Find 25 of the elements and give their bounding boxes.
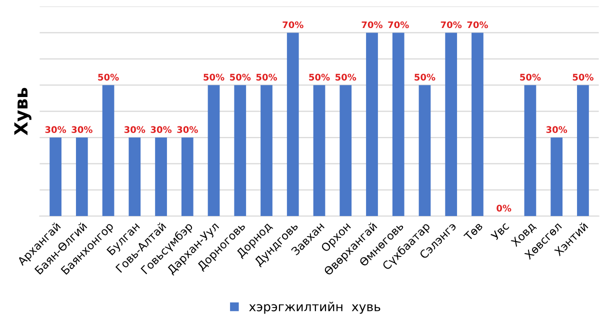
data-label: 50% [256,74,278,81]
data-label: 30% [45,126,66,133]
data-label: 50% [520,74,541,81]
data-label: 50% [414,74,436,81]
data-label: 50% [572,74,594,81]
data-label: 30% [546,126,568,133]
data-label: 30% [177,126,198,133]
data-label: 50% [204,74,224,81]
data-label: 30% [124,126,146,133]
data-label: 50% [336,74,356,81]
data-label: 50% [98,74,119,81]
data-label: 50% [309,74,330,81]
data-label: 30% [150,126,172,133]
legend-label: хэрэгжилтийн хувь [249,302,380,314]
y-axis-title: Хувь [14,88,32,136]
data-label: 50% [230,74,251,81]
data-label: 30% [72,126,92,133]
data-label: 70% [440,21,462,28]
x-tick-label: Төв [463,222,484,242]
x-tick-label: Увс [490,222,510,241]
data-label: 0% [496,204,512,212]
data-label: 70% [388,21,409,28]
data-label: 70% [282,21,304,28]
data-label: 70% [362,21,383,28]
data-label: 70% [467,21,488,28]
